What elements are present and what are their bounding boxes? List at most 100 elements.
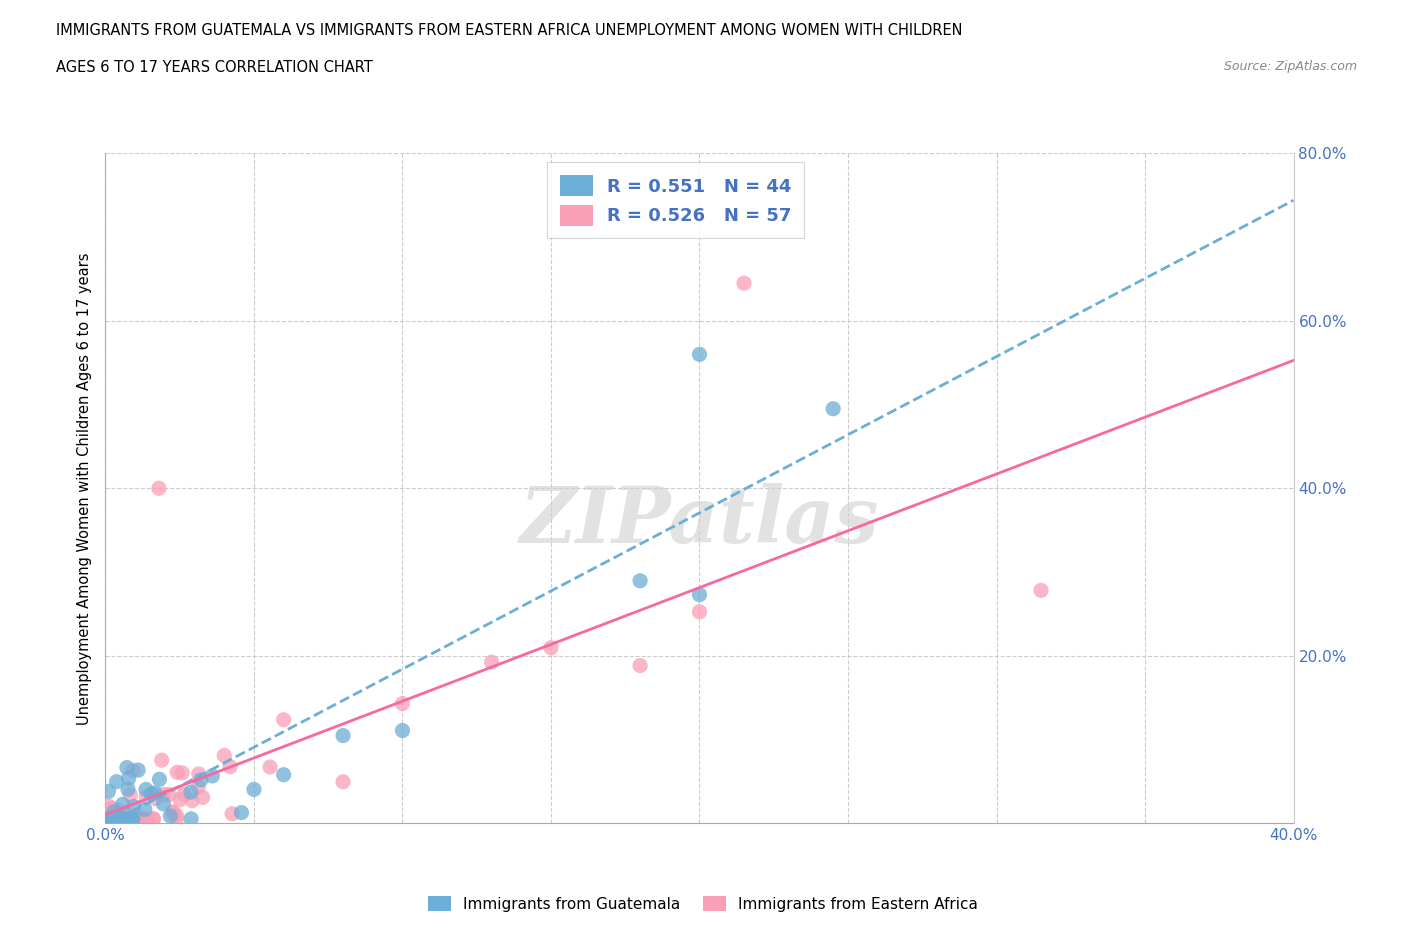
Point bbox=[332, 775, 354, 790]
Point bbox=[117, 782, 139, 797]
Point bbox=[145, 791, 167, 806]
Point bbox=[132, 811, 155, 827]
Legend: R = 0.551   N = 44, R = 0.526   N = 57: R = 0.551 N = 44, R = 0.526 N = 57 bbox=[547, 163, 804, 238]
Point bbox=[100, 811, 122, 827]
Point bbox=[118, 811, 141, 827]
Point bbox=[219, 759, 242, 774]
Point bbox=[180, 785, 202, 800]
Point bbox=[540, 641, 562, 656]
Point bbox=[97, 811, 120, 827]
Point bbox=[190, 772, 212, 787]
Point bbox=[101, 801, 124, 816]
Point bbox=[97, 811, 120, 827]
Point bbox=[97, 799, 120, 814]
Point bbox=[135, 782, 157, 797]
Point bbox=[122, 811, 145, 827]
Point bbox=[165, 808, 187, 823]
Point bbox=[148, 772, 170, 787]
Point bbox=[172, 765, 194, 780]
Y-axis label: Unemployment Among Women with Children Ages 6 to 17 years: Unemployment Among Women with Children A… bbox=[77, 252, 93, 724]
Point bbox=[152, 796, 174, 811]
Point bbox=[105, 775, 128, 790]
Point bbox=[273, 712, 295, 727]
Point bbox=[187, 779, 209, 794]
Point bbox=[100, 811, 122, 827]
Point bbox=[118, 811, 141, 827]
Point bbox=[122, 764, 145, 778]
Point bbox=[628, 658, 651, 673]
Point bbox=[201, 768, 224, 783]
Point bbox=[101, 811, 124, 827]
Point bbox=[180, 811, 202, 827]
Point bbox=[97, 811, 120, 827]
Point bbox=[120, 811, 142, 827]
Point bbox=[97, 784, 120, 799]
Point bbox=[162, 805, 184, 820]
Point bbox=[111, 797, 134, 812]
Point bbox=[111, 811, 134, 827]
Point bbox=[391, 724, 413, 738]
Text: AGES 6 TO 17 YEARS CORRELATION CHART: AGES 6 TO 17 YEARS CORRELATION CHART bbox=[56, 60, 373, 75]
Point bbox=[187, 766, 209, 781]
Point bbox=[181, 793, 204, 808]
Point bbox=[823, 402, 845, 417]
Point bbox=[134, 802, 156, 817]
Point bbox=[111, 811, 134, 826]
Point bbox=[117, 771, 139, 786]
Point bbox=[259, 760, 281, 775]
Point bbox=[135, 790, 157, 804]
Point bbox=[159, 809, 181, 824]
Point bbox=[214, 748, 236, 763]
Point bbox=[136, 811, 159, 827]
Point bbox=[141, 787, 163, 802]
Point bbox=[173, 787, 195, 802]
Point bbox=[142, 811, 165, 827]
Point bbox=[628, 574, 651, 589]
Point bbox=[152, 787, 174, 802]
Point bbox=[103, 804, 125, 819]
Point bbox=[1029, 583, 1052, 598]
Point bbox=[391, 697, 413, 711]
Point bbox=[97, 811, 120, 827]
Point bbox=[689, 587, 711, 602]
Point bbox=[166, 811, 188, 827]
Point bbox=[689, 604, 711, 619]
Point bbox=[121, 811, 143, 827]
Text: Source: ZipAtlas.com: Source: ZipAtlas.com bbox=[1223, 60, 1357, 73]
Text: ZIPatlas: ZIPatlas bbox=[520, 484, 879, 560]
Point bbox=[103, 811, 125, 827]
Point bbox=[150, 752, 173, 767]
Point bbox=[105, 803, 128, 817]
Point bbox=[108, 810, 131, 825]
Point bbox=[114, 805, 136, 820]
Point bbox=[122, 811, 145, 827]
Point bbox=[162, 804, 184, 819]
Point bbox=[97, 809, 120, 824]
Point bbox=[122, 799, 145, 814]
Point bbox=[128, 811, 150, 826]
Point bbox=[129, 811, 152, 827]
Point bbox=[104, 810, 127, 825]
Point bbox=[689, 347, 711, 362]
Point bbox=[169, 792, 191, 807]
Point bbox=[157, 787, 180, 802]
Point bbox=[97, 811, 120, 827]
Point bbox=[243, 782, 266, 797]
Point bbox=[273, 767, 295, 782]
Point bbox=[107, 811, 129, 827]
Point bbox=[142, 811, 165, 827]
Point bbox=[148, 481, 170, 496]
Point bbox=[127, 763, 149, 777]
Point bbox=[103, 811, 125, 827]
Point bbox=[221, 806, 243, 821]
Point bbox=[115, 811, 138, 827]
Legend: Immigrants from Guatemala, Immigrants from Eastern Africa: Immigrants from Guatemala, Immigrants fr… bbox=[422, 889, 984, 918]
Point bbox=[733, 276, 755, 291]
Point bbox=[103, 811, 125, 827]
Point bbox=[143, 786, 166, 801]
Point bbox=[166, 764, 188, 779]
Point bbox=[231, 805, 253, 820]
Point bbox=[122, 811, 145, 827]
Point bbox=[115, 760, 138, 775]
Point bbox=[481, 655, 503, 670]
